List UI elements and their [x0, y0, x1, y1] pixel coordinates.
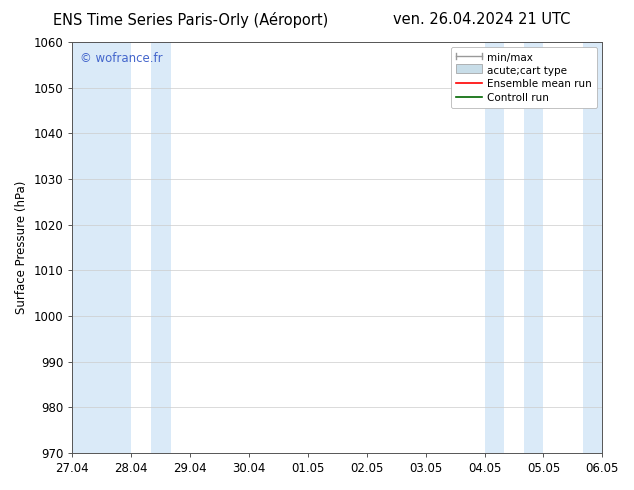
Bar	[583, 42, 602, 453]
Bar	[524, 42, 543, 453]
Bar	[151, 42, 171, 453]
Text: ven. 26.04.2024 21 UTC: ven. 26.04.2024 21 UTC	[393, 12, 571, 27]
Bar	[72, 42, 131, 453]
Text: ENS Time Series Paris-Orly (Aéroport): ENS Time Series Paris-Orly (Aéroport)	[53, 12, 328, 28]
Text: © wofrance.fr: © wofrance.fr	[81, 52, 163, 65]
Legend: min/max, acute;cart type, Ensemble mean run, Controll run: min/max, acute;cart type, Ensemble mean …	[451, 47, 597, 108]
Bar	[484, 42, 504, 453]
Y-axis label: Surface Pressure (hPa): Surface Pressure (hPa)	[15, 181, 28, 314]
